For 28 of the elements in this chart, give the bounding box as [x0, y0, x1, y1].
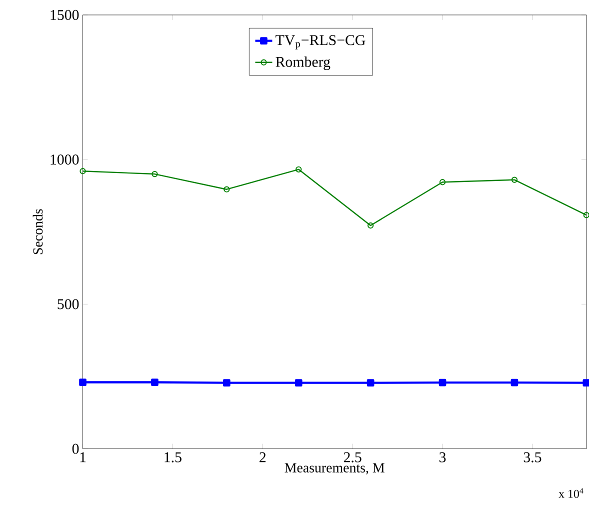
text: x 10$^{4}$ [558, 488, 584, 498]
point [438, 379, 446, 386]
point [296, 166, 302, 173]
y-tick-label: 1000 [50, 154, 79, 165]
x-tick-label: 2.5 [344, 452, 362, 463]
y-tick-label: 0 [72, 444, 79, 454]
y-tick-label: 500 [58, 299, 79, 310]
legend-label: TV$_{p}$−RLS−CG [276, 35, 366, 50]
x-tick-label: 3.5 [524, 452, 542, 463]
x-tick-label: 3 [440, 452, 446, 462]
point [294, 379, 302, 387]
point [511, 176, 518, 184]
point [79, 378, 86, 386]
x-tick-label: 2 [260, 452, 266, 462]
point [151, 378, 158, 386]
point [366, 379, 374, 387]
point [367, 222, 374, 229]
point [510, 379, 518, 386]
point [222, 379, 230, 387]
y-axis-title: Seconds [32, 209, 43, 254]
x-tick-label: 1.5 [164, 452, 182, 463]
x-tick-label: 1 [80, 452, 86, 462]
legend-label: Romberg [276, 56, 330, 70]
point [152, 171, 158, 178]
point [224, 186, 230, 193]
point [439, 179, 446, 186]
y-tick-label: 1500 [50, 10, 79, 20]
x-axis-title: Measurements, M [284, 463, 384, 475]
